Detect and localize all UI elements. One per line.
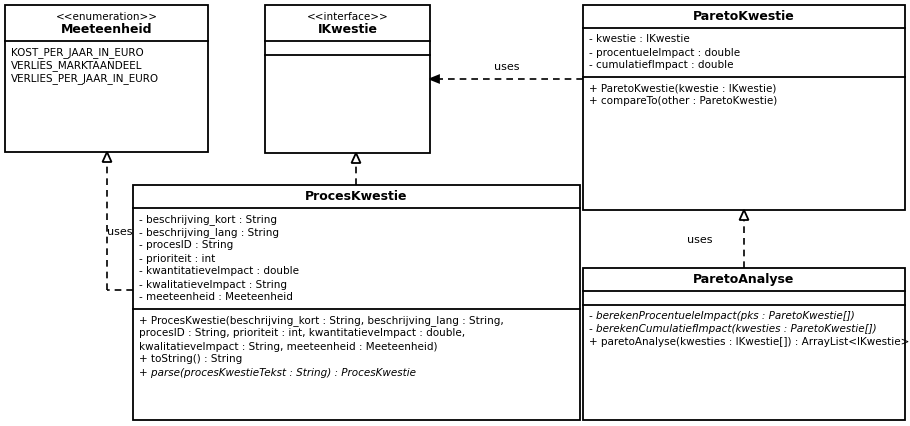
Text: VERLIES_PER_JAAR_IN_EURO: VERLIES_PER_JAAR_IN_EURO	[11, 73, 159, 84]
Text: - meeteenheid : Meeteenheid: - meeteenheid : Meeteenheid	[139, 293, 293, 302]
Text: - procesID : String: - procesID : String	[139, 241, 233, 250]
Text: + toString() : String: + toString() : String	[139, 354, 242, 365]
Text: procesID : String, prioriteit : int, kwantitatieveImpact : double,: procesID : String, prioriteit : int, kwa…	[139, 328, 465, 339]
Text: - procentueleImpact : double: - procentueleImpact : double	[589, 48, 740, 58]
Text: uses: uses	[107, 227, 133, 237]
Bar	[583, 268, 905, 420]
Text: ProcesKwestie: ProcesKwestie	[305, 190, 408, 203]
Text: - beschrijving_kort : String: - beschrijving_kort : String	[139, 214, 277, 225]
Text: kwalitatieveImpact : String, meeteenheid : Meeteenheid): kwalitatieveImpact : String, meeteenheid…	[139, 342, 438, 351]
Text: - kwantitatieveImpact : double: - kwantitatieveImpact : double	[139, 267, 299, 276]
Text: IKwestie: IKwestie	[318, 23, 378, 36]
Bar	[133, 185, 580, 420]
Polygon shape	[351, 153, 360, 163]
Text: - beschrijving_lang : String: - beschrijving_lang : String	[139, 227, 279, 238]
Text: - berekenCumulatiefImpact(kwesties : ParetoKwestie[]): - berekenCumulatiefImpact(kwesties : Par…	[589, 325, 876, 334]
Text: - kwalitatieveImpact : String: - kwalitatieveImpact : String	[139, 279, 287, 290]
Text: - berekenProcentueleImpact(pks : ParetoKwestie[]): - berekenProcentueleImpact(pks : ParetoK…	[589, 311, 854, 321]
Text: + ProcesKwestie(beschrijving_kort : String, beschrijving_lang : String,: + ProcesKwestie(beschrijving_kort : Stri…	[139, 315, 504, 326]
Polygon shape	[430, 75, 439, 83]
Text: - kwestie : IKwestie: - kwestie : IKwestie	[589, 35, 690, 44]
Text: uses: uses	[687, 235, 713, 245]
Text: ParetoAnalyse: ParetoAnalyse	[693, 273, 794, 286]
Text: Meeteenheid: Meeteenheid	[61, 23, 152, 36]
Text: + ParetoKwestie(kwestie : IKwestie): + ParetoKwestie(kwestie : IKwestie)	[589, 83, 776, 93]
Text: - prioriteit : int: - prioriteit : int	[139, 253, 216, 264]
Text: + parse(procesKwestieTekst : String) : ProcesKwestie: + parse(procesKwestieTekst : String) : P…	[139, 368, 416, 377]
Text: + compareTo(other : ParetoKwestie): + compareTo(other : ParetoKwestie)	[589, 97, 777, 106]
Text: - cumulatiefImpact : double: - cumulatiefImpact : double	[589, 60, 733, 70]
Bar	[583, 5, 905, 210]
Text: ParetoKwestie: ParetoKwestie	[693, 10, 794, 23]
Polygon shape	[740, 210, 749, 220]
Bar	[265, 5, 430, 153]
Text: uses: uses	[494, 62, 520, 72]
Text: + paretoAnalyse(kwesties : IKwestie[]) : ArrayList<IKwestie>: + paretoAnalyse(kwesties : IKwestie[]) :…	[589, 337, 909, 347]
Text: KOST_PER_JAAR_IN_EURO: KOST_PER_JAAR_IN_EURO	[11, 47, 144, 58]
Text: <<interface>>: <<interface>>	[307, 12, 389, 21]
Polygon shape	[103, 152, 112, 162]
Bar	[5, 5, 208, 152]
Text: <<enumeration>>: <<enumeration>>	[56, 12, 157, 21]
Text: VERLIES_MARKTAANDEEL: VERLIES_MARKTAANDEEL	[11, 60, 143, 71]
